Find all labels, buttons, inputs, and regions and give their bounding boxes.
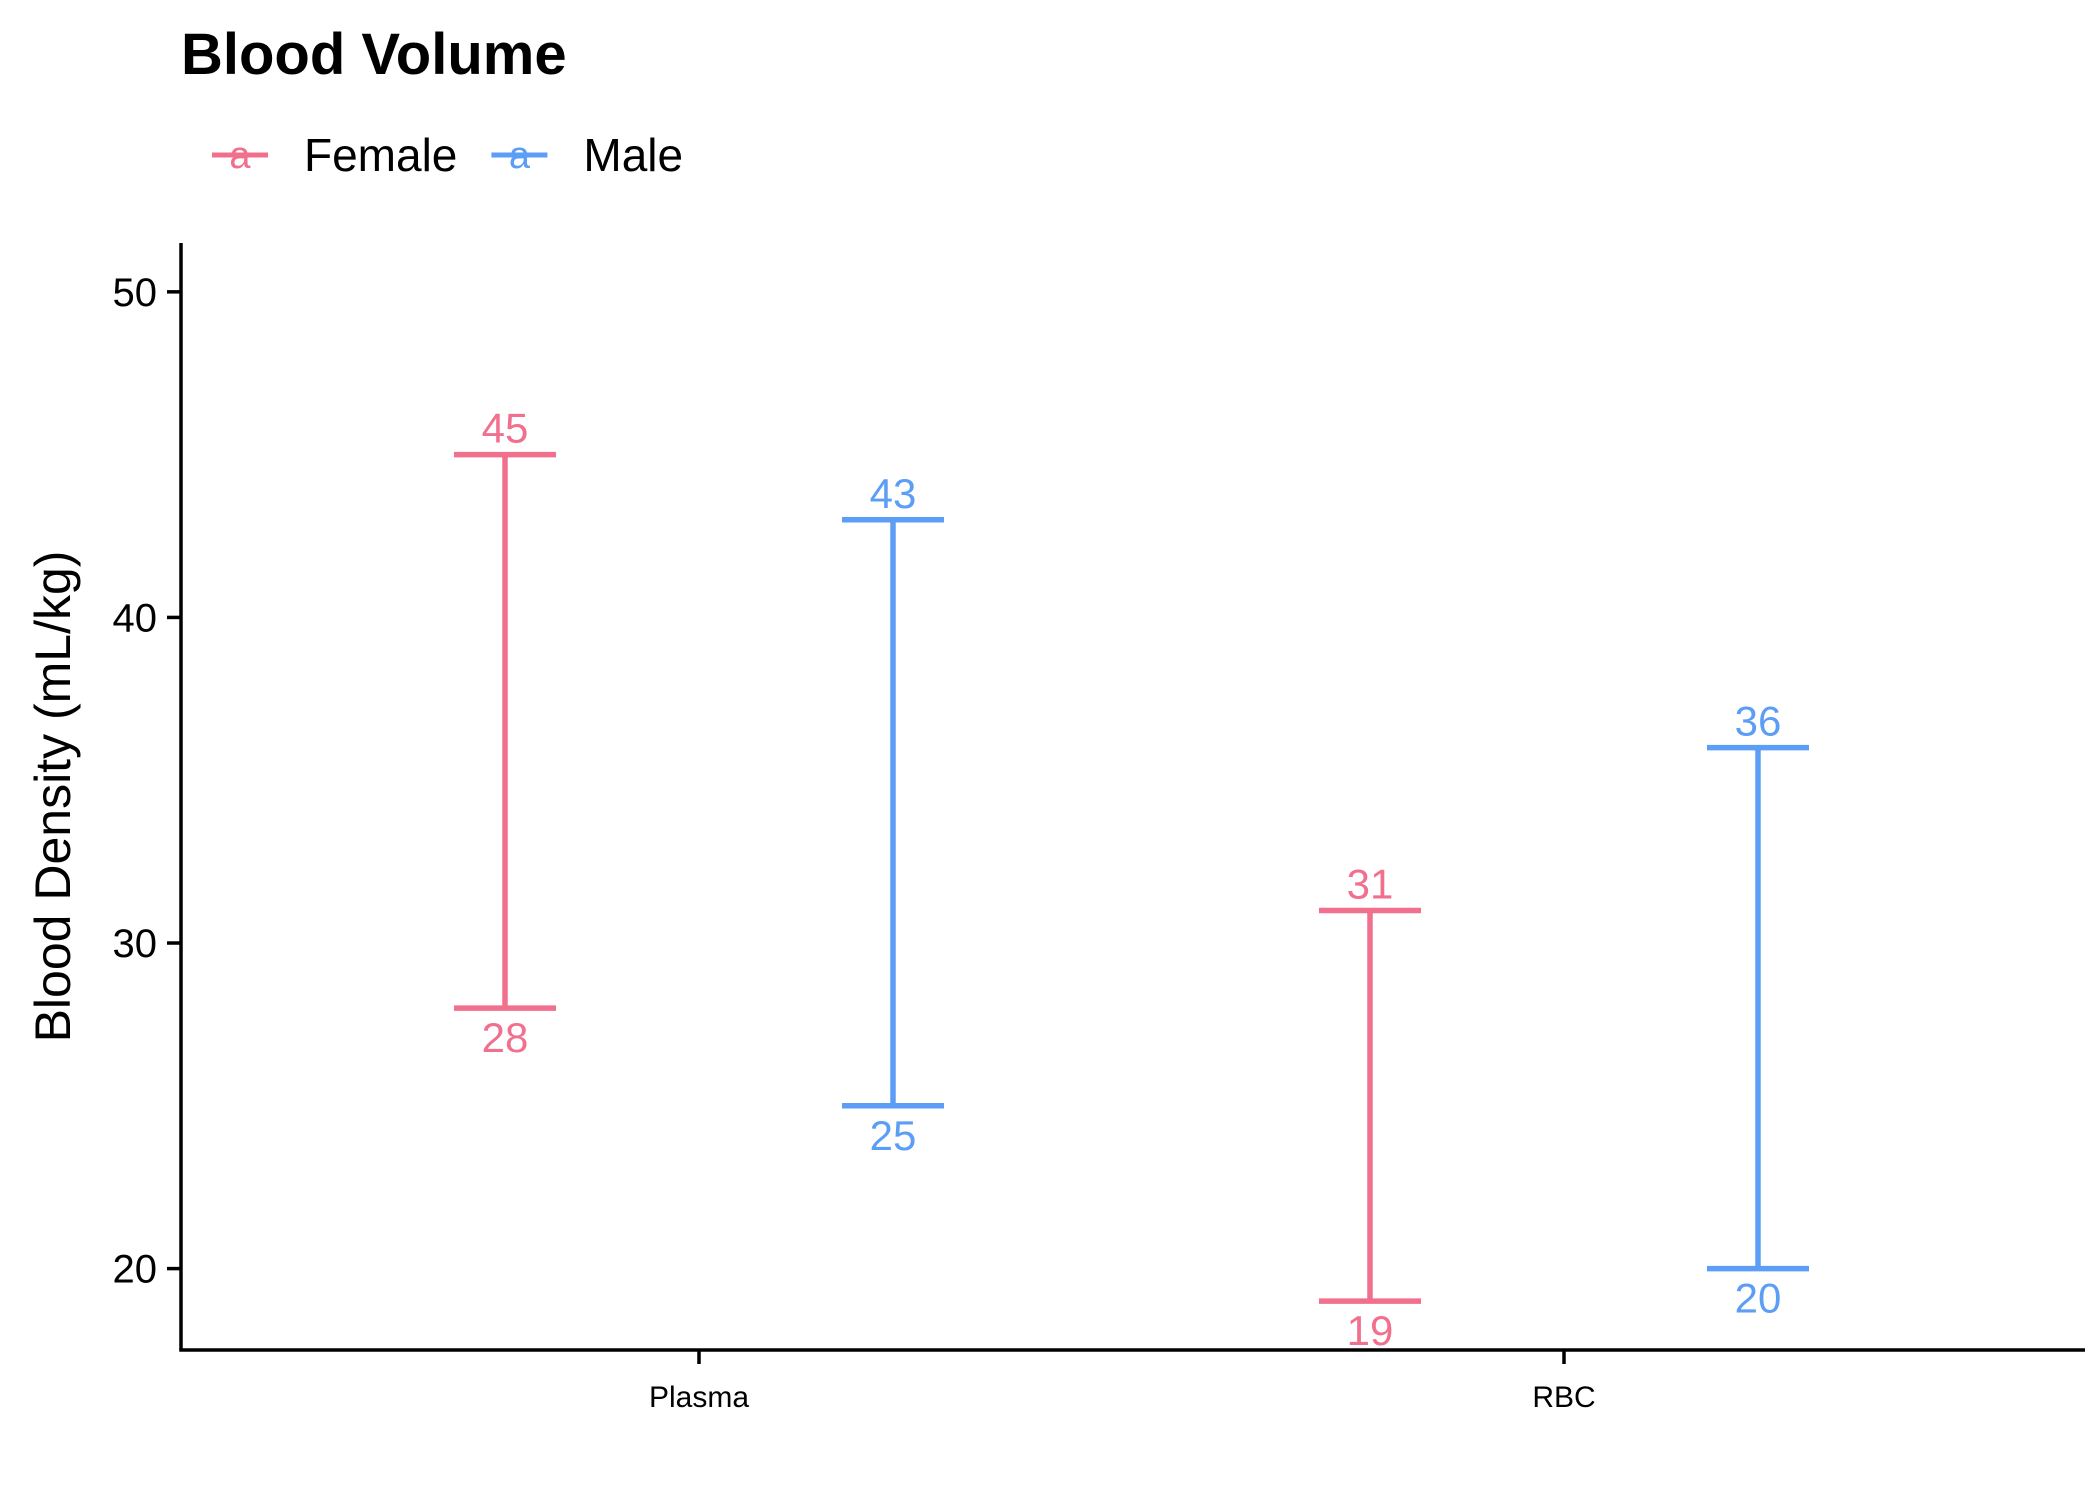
y-tick-label: 20 (113, 1248, 158, 1292)
data-label-high: 36 (1735, 698, 1782, 745)
data-label-high: 31 (1347, 860, 1394, 907)
x-tick-label: Plasma (649, 1381, 749, 1414)
y-tick-label: 50 (113, 271, 158, 315)
errorbar-male-plasma: 43 25 (842, 470, 944, 1159)
legend: a Female a Male (212, 129, 683, 181)
data-label-low: 25 (870, 1112, 917, 1159)
legend-key-glyph: a (229, 135, 251, 177)
x-tick-label: RBC (1532, 1381, 1595, 1414)
data-label-high: 45 (482, 405, 529, 452)
errorbar-male-rbc: 36 20 (1707, 698, 1809, 1322)
legend-item-female: a Female (212, 129, 457, 181)
legend-label: Female (304, 129, 457, 181)
errorbar-female-plasma: 45 28 (454, 405, 556, 1061)
y-axis: 20 30 40 50 (113, 243, 183, 1350)
y-tick-label: 40 (113, 596, 158, 640)
legend-label: Male (583, 129, 683, 181)
x-axis: Plasma RBC (179, 1348, 2085, 1414)
legend-key-glyph: a (509, 135, 531, 177)
data-label-low: 19 (1347, 1307, 1394, 1354)
y-axis-title: Blood Density (mL/kg) (25, 551, 81, 1043)
chart-title: Blood Volume (181, 22, 567, 87)
data-label-low: 20 (1735, 1275, 1782, 1322)
errorbar-female-rbc: 31 19 (1319, 860, 1421, 1354)
data-label-high: 43 (870, 470, 917, 517)
data-label-low: 28 (482, 1014, 529, 1061)
plot-marks: 45 28 31 19 43 25 36 20 (454, 405, 1809, 1354)
legend-item-male: a Male (491, 129, 683, 181)
y-tick-label: 30 (113, 922, 158, 966)
